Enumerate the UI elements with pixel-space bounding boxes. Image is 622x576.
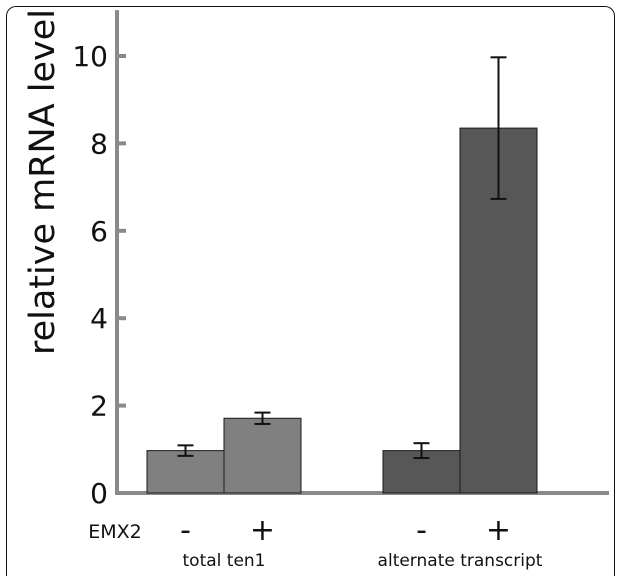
y-tick-label: 0 (90, 477, 108, 510)
y-tick-label: 4 (90, 302, 108, 335)
y-tick-label: 6 (90, 215, 108, 248)
y-tick-label: 10 (72, 40, 108, 73)
y-tick-label: 8 (90, 127, 108, 160)
condition-label: - (180, 513, 191, 548)
group-label: total ten1 (183, 551, 266, 570)
bar (146, 450, 225, 494)
condition-label: + (486, 513, 511, 548)
y-tick-label: 2 (90, 390, 108, 423)
y-axis-label: relative mRNA level (23, 9, 63, 355)
bar (223, 417, 302, 494)
condition-label: + (250, 513, 275, 548)
condition-label: - (416, 513, 427, 548)
figure-border (6, 6, 615, 576)
row-label-emx2: EMX2 (88, 521, 142, 543)
group-label: alternate transcript (378, 551, 543, 570)
